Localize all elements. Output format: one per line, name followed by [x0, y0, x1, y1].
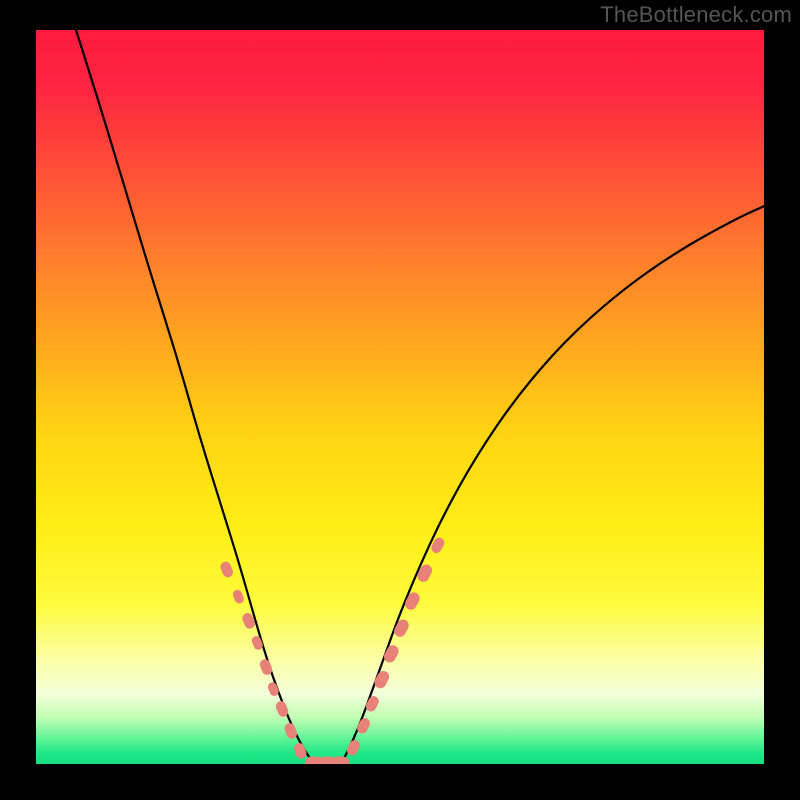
watermark-text: TheBottleneck.com [600, 2, 792, 28]
bottleneck-chart [0, 0, 800, 800]
data-marker [331, 757, 349, 769]
plot-background [36, 30, 764, 764]
